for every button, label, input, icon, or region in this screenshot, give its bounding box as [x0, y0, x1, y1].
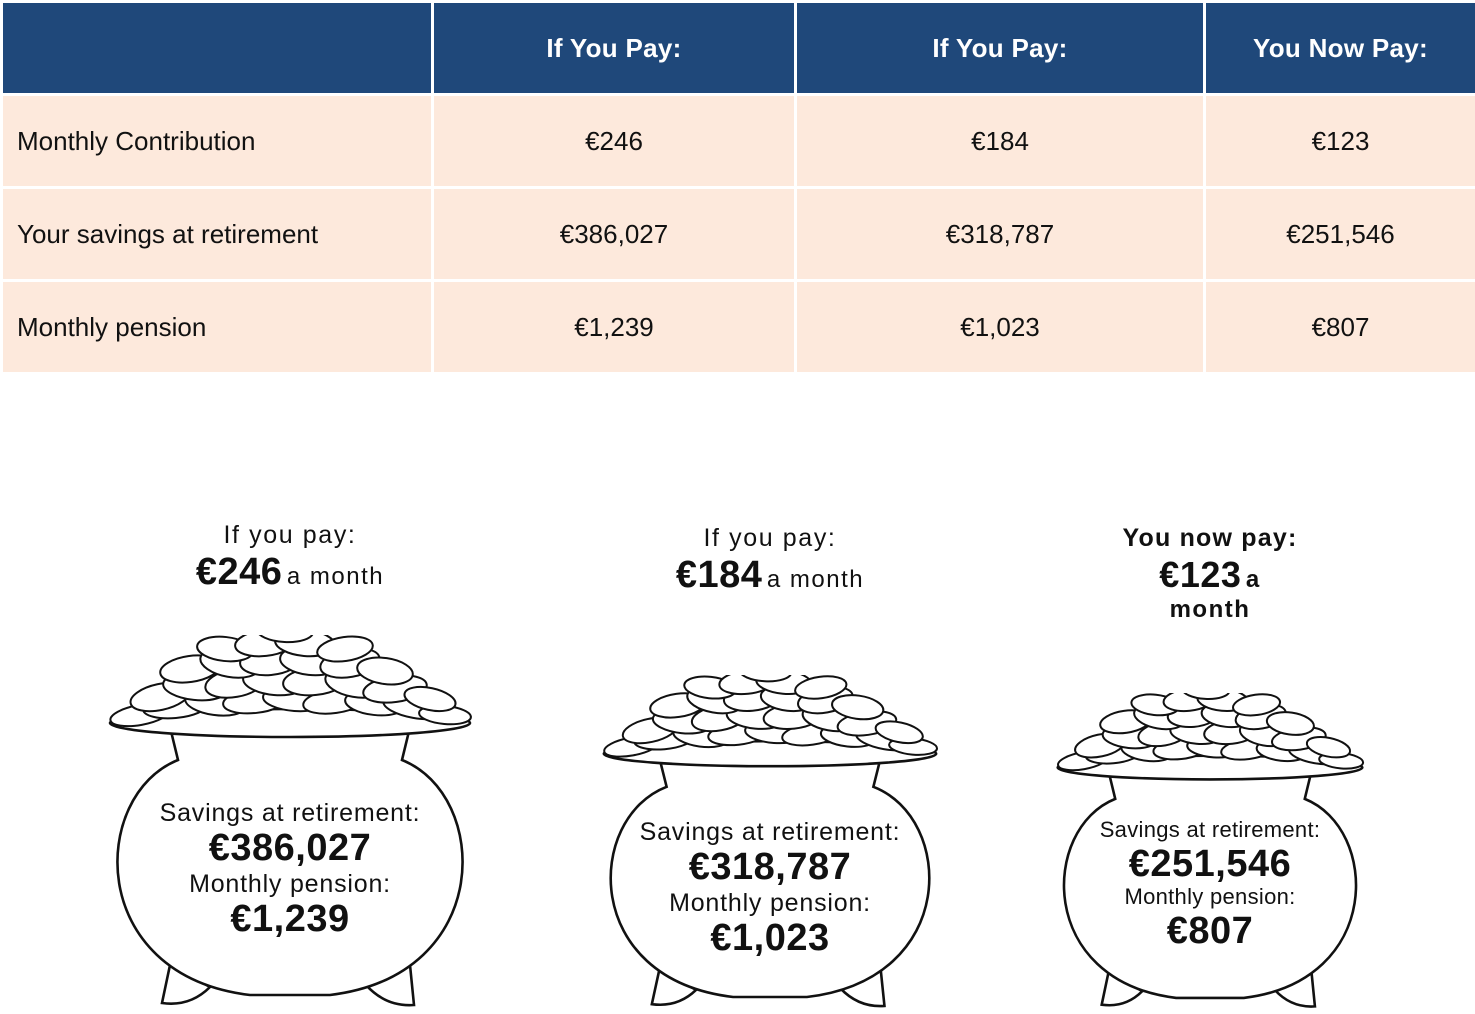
pot-heading: If you pay: €184 a month	[590, 523, 950, 599]
row-label: Monthly Contribution	[0, 93, 434, 189]
row-label: Your savings at retirement	[0, 186, 434, 282]
table-header-row: If You Pay: If You Pay: You Now Pay:	[0, 0, 1475, 96]
coin-pot-icon	[602, 675, 938, 1008]
cell-value: €123	[1203, 93, 1475, 189]
header-blank	[0, 0, 434, 96]
pot-body-text: Savings at retirement: €386,027 Monthly …	[95, 799, 485, 940]
pot-option-2: If you pay: €184 a month Savings at reti…	[590, 515, 950, 1014]
pension-value: €1,239	[230, 897, 350, 940]
savings-label: Savings at retirement:	[1099, 817, 1321, 842]
pot-current: You now pay: €123 a month Savings at ret…	[1045, 515, 1375, 1014]
pension-label: Monthly pension:	[669, 888, 871, 917]
pot-heading-label: You now pay:	[1122, 524, 1298, 552]
row-label: Monthly pension	[0, 279, 434, 375]
coin-pot-icon	[108, 635, 472, 1007]
savings-value: €318,787	[688, 846, 852, 888]
pension-comparison-table: If You Pay: If You Pay: You Now Pay: Mon…	[0, 0, 1475, 375]
cell-value: €386,027	[431, 186, 797, 282]
pot-option-1: If you pay: €246 a month Savings at reti…	[95, 515, 485, 1014]
pension-label: Monthly pension:	[1124, 884, 1296, 910]
pot-heading: You now pay: €123 a month	[1045, 523, 1375, 625]
pot-heading-label: If you pay:	[703, 524, 837, 552]
pot-unit: a month	[286, 563, 385, 590]
pension-value: €807	[1166, 909, 1254, 952]
coin-pot-icon	[1056, 693, 1365, 1008]
pot-heading-label: If you pay:	[223, 521, 357, 549]
pot-amount: €123	[1159, 554, 1242, 595]
header-current: You Now Pay:	[1203, 0, 1475, 96]
pot-unit: a month	[766, 566, 865, 593]
cell-value: €1,023	[794, 279, 1206, 375]
header-option-1: If You Pay:	[431, 0, 797, 96]
cell-value: €807	[1203, 279, 1475, 375]
savings-value: €251,546	[1128, 842, 1292, 885]
cell-value: €184	[794, 93, 1206, 189]
pot-amount: €184	[675, 554, 763, 596]
pot-unit: a	[1245, 566, 1261, 593]
pension-label: Monthly pension:	[189, 869, 391, 898]
pot-heading: If you pay: €246 a month	[95, 520, 485, 596]
pot-body-text: Savings at retirement: €251,546 Monthly …	[1045, 817, 1375, 952]
pot-unit-line2: month	[1169, 596, 1251, 624]
table-row: Monthly Contribution €246 €184 €123	[0, 93, 1475, 189]
table-row: Monthly pension €1,239 €1,023 €807	[0, 279, 1475, 375]
table-row: Your savings at retirement €386,027 €318…	[0, 186, 1475, 282]
savings-label: Savings at retirement:	[159, 799, 421, 827]
savings-value: €386,027	[208, 827, 372, 869]
cell-value: €251,546	[1203, 186, 1475, 282]
pension-value: €1,023	[710, 916, 830, 959]
pot-body-text: Savings at retirement: €318,787 Monthly …	[590, 818, 950, 959]
pot-amount: €246	[195, 551, 283, 593]
savings-label: Savings at retirement:	[639, 818, 901, 846]
cell-value: €246	[431, 93, 797, 189]
cell-value: €318,787	[794, 186, 1206, 282]
header-option-2: If You Pay:	[794, 0, 1206, 96]
cell-value: €1,239	[431, 279, 797, 375]
